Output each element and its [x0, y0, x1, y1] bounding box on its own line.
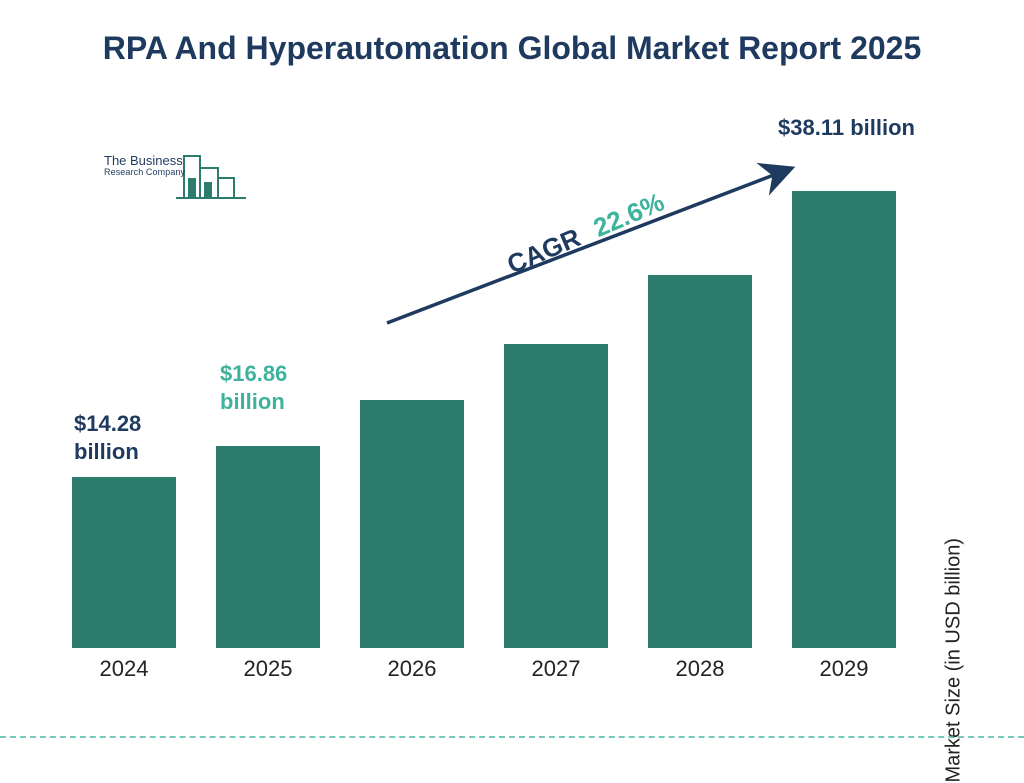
- bar-2025: [216, 446, 320, 648]
- value-label-2025-l1: $16.86: [220, 360, 287, 388]
- value-label-2025: $16.86 billion: [220, 360, 287, 415]
- x-tick-2028: 2028: [648, 656, 752, 682]
- bottom-divider: [0, 736, 1024, 738]
- bar-2029: [792, 191, 896, 648]
- x-tick-2029: 2029: [792, 656, 896, 682]
- x-tick-2027: 2027: [504, 656, 608, 682]
- value-label-2024: $14.28 billion: [74, 410, 141, 465]
- value-label-2024-l1: $14.28: [74, 410, 141, 438]
- value-label-2029: $38.11 billion: [778, 114, 915, 142]
- bar-2024: [72, 477, 176, 648]
- x-tick-2025: 2025: [216, 656, 320, 682]
- value-label-2025-l2: billion: [220, 388, 287, 416]
- x-tick-2024: 2024: [72, 656, 176, 682]
- plot-area: CAGR 22.6% $14.28 billion $16.86 billion…: [72, 128, 942, 648]
- value-label-2029-l1: $38.11 billion: [778, 115, 915, 140]
- bar-2027: [504, 344, 608, 648]
- chart-area: CAGR 22.6% $14.28 billion $16.86 billion…: [72, 128, 942, 688]
- y-axis-label: Market Size (in USD billion): [943, 538, 966, 783]
- chart-title: RPA And Hyperautomation Global Market Re…: [0, 0, 1024, 78]
- x-tick-2026: 2026: [360, 656, 464, 682]
- bar-2026: [360, 400, 464, 648]
- value-label-2024-l2: billion: [74, 438, 141, 466]
- bar-2028: [648, 275, 752, 648]
